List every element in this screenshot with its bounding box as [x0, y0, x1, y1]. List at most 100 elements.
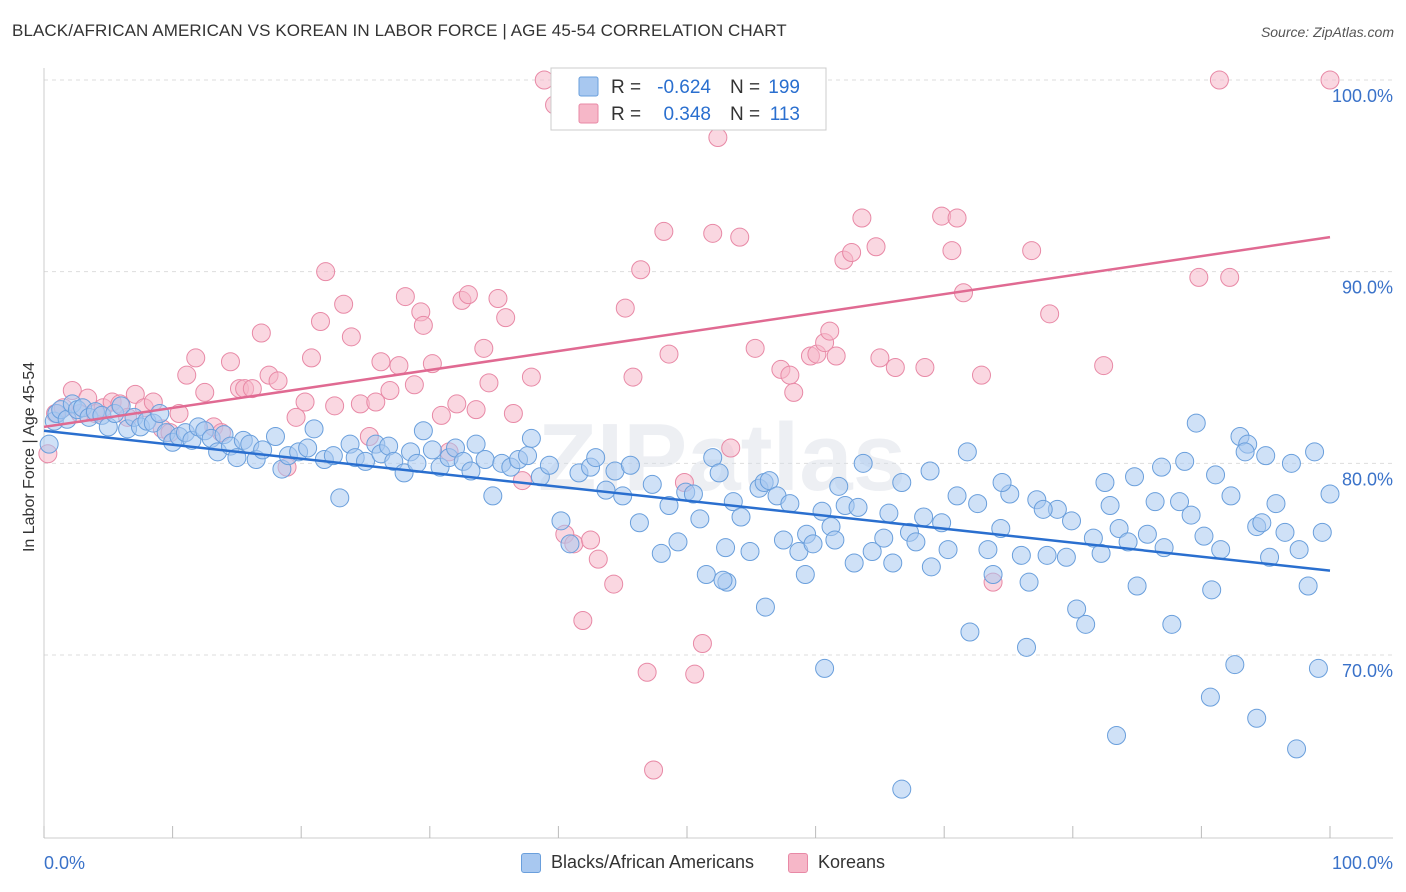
data-point	[1305, 442, 1325, 462]
data-point	[629, 513, 649, 533]
data-point	[690, 509, 710, 529]
data-point	[721, 438, 741, 458]
data-point	[883, 553, 903, 573]
data-point	[177, 365, 197, 385]
data-point	[1256, 446, 1276, 466]
data-point	[1062, 511, 1082, 531]
data-point	[968, 494, 988, 514]
data-point	[295, 392, 315, 412]
data-point	[615, 298, 635, 318]
y-tick-label: 100.0%	[1332, 86, 1393, 106]
data-point	[1091, 543, 1111, 563]
data-point	[1033, 499, 1053, 519]
blacks-trend-line	[43, 429, 1331, 572]
data-point	[581, 530, 601, 550]
data-point	[730, 227, 750, 247]
data-point	[286, 407, 306, 427]
data-point	[380, 381, 400, 400]
y-tick-labels: 70.0% 80.0% 90.0% 100.0%	[1332, 86, 1393, 681]
data-point	[971, 365, 991, 385]
data-point	[978, 540, 998, 560]
data-point	[539, 455, 559, 475]
data-point	[938, 540, 958, 560]
data-point	[659, 344, 679, 364]
data-point	[1152, 457, 1172, 477]
data-point	[1202, 580, 1222, 600]
data-point	[466, 400, 486, 420]
data-point	[1067, 599, 1087, 619]
data-point	[654, 221, 674, 241]
legend-item-koreans: Koreans	[788, 852, 885, 873]
data-point	[560, 534, 580, 554]
data-point	[466, 434, 486, 454]
data-point	[885, 358, 905, 377]
data-point	[825, 530, 845, 550]
data-point	[631, 260, 651, 280]
data-point	[1189, 267, 1209, 287]
data-point	[366, 392, 386, 412]
data-point	[310, 312, 330, 331]
blacks-points	[39, 394, 1340, 799]
legend-label-blacks: Blacks/African Americans	[550, 852, 755, 872]
data-point	[991, 519, 1011, 538]
data-point	[696, 565, 716, 584]
y-tick-label: 90.0%	[1342, 278, 1393, 298]
data-point	[915, 358, 935, 377]
data-point	[947, 208, 967, 228]
data-point	[780, 494, 800, 514]
data-point	[755, 597, 775, 617]
data-point	[731, 507, 751, 527]
data-point	[1017, 637, 1037, 657]
data-point	[1019, 572, 1039, 592]
data-point	[220, 352, 240, 372]
legend-swatch-blue	[578, 76, 599, 97]
data-point	[637, 662, 657, 682]
data-point	[892, 779, 912, 799]
data-point	[826, 346, 846, 366]
data-point	[150, 404, 170, 423]
data-point	[604, 574, 624, 594]
data-point	[479, 373, 499, 393]
data-point	[844, 553, 864, 573]
data-point	[265, 427, 285, 446]
source-label: Source: ZipAtlas.com	[1260, 24, 1394, 40]
data-point	[1260, 547, 1280, 567]
data-point	[1281, 453, 1301, 473]
data-point	[815, 658, 835, 678]
data-point	[1181, 505, 1201, 525]
data-point	[316, 262, 336, 282]
legend-r-label-pink: R =	[611, 104, 641, 125]
legend-n-value-blue: 199	[768, 77, 800, 98]
data-point	[1209, 70, 1229, 90]
data-point	[942, 241, 962, 261]
legend-n-label-blue: N =	[730, 77, 760, 98]
data-point	[957, 442, 977, 462]
data-point	[1040, 304, 1060, 324]
data-point	[773, 530, 793, 550]
data-point	[1076, 614, 1096, 634]
data-point	[1220, 267, 1240, 287]
data-point	[588, 549, 608, 569]
data-point	[1225, 655, 1245, 675]
data-point	[1145, 492, 1165, 512]
data-point	[39, 434, 59, 454]
x-tick-label-min: 0.0%	[44, 853, 85, 873]
data-point	[1266, 494, 1286, 514]
data-point	[1289, 540, 1309, 560]
data-point	[866, 237, 886, 257]
data-point	[1221, 486, 1241, 506]
legend-swatch-blacks	[520, 852, 541, 873]
legend-label-koreans: Koreans	[818, 852, 886, 872]
data-point	[852, 208, 872, 228]
data-point	[413, 421, 433, 441]
data-point	[947, 486, 967, 506]
data-point	[1137, 524, 1157, 544]
legend-swatch-pink	[578, 103, 599, 124]
page-title: BLACK/AFRICAN AMERICAN VS KOREAN IN LABO…	[12, 21, 787, 40]
data-point	[870, 348, 890, 368]
data-point	[1252, 513, 1272, 533]
legend-swatch-koreans	[788, 852, 809, 873]
data-point	[692, 634, 712, 653]
data-point	[483, 486, 503, 506]
